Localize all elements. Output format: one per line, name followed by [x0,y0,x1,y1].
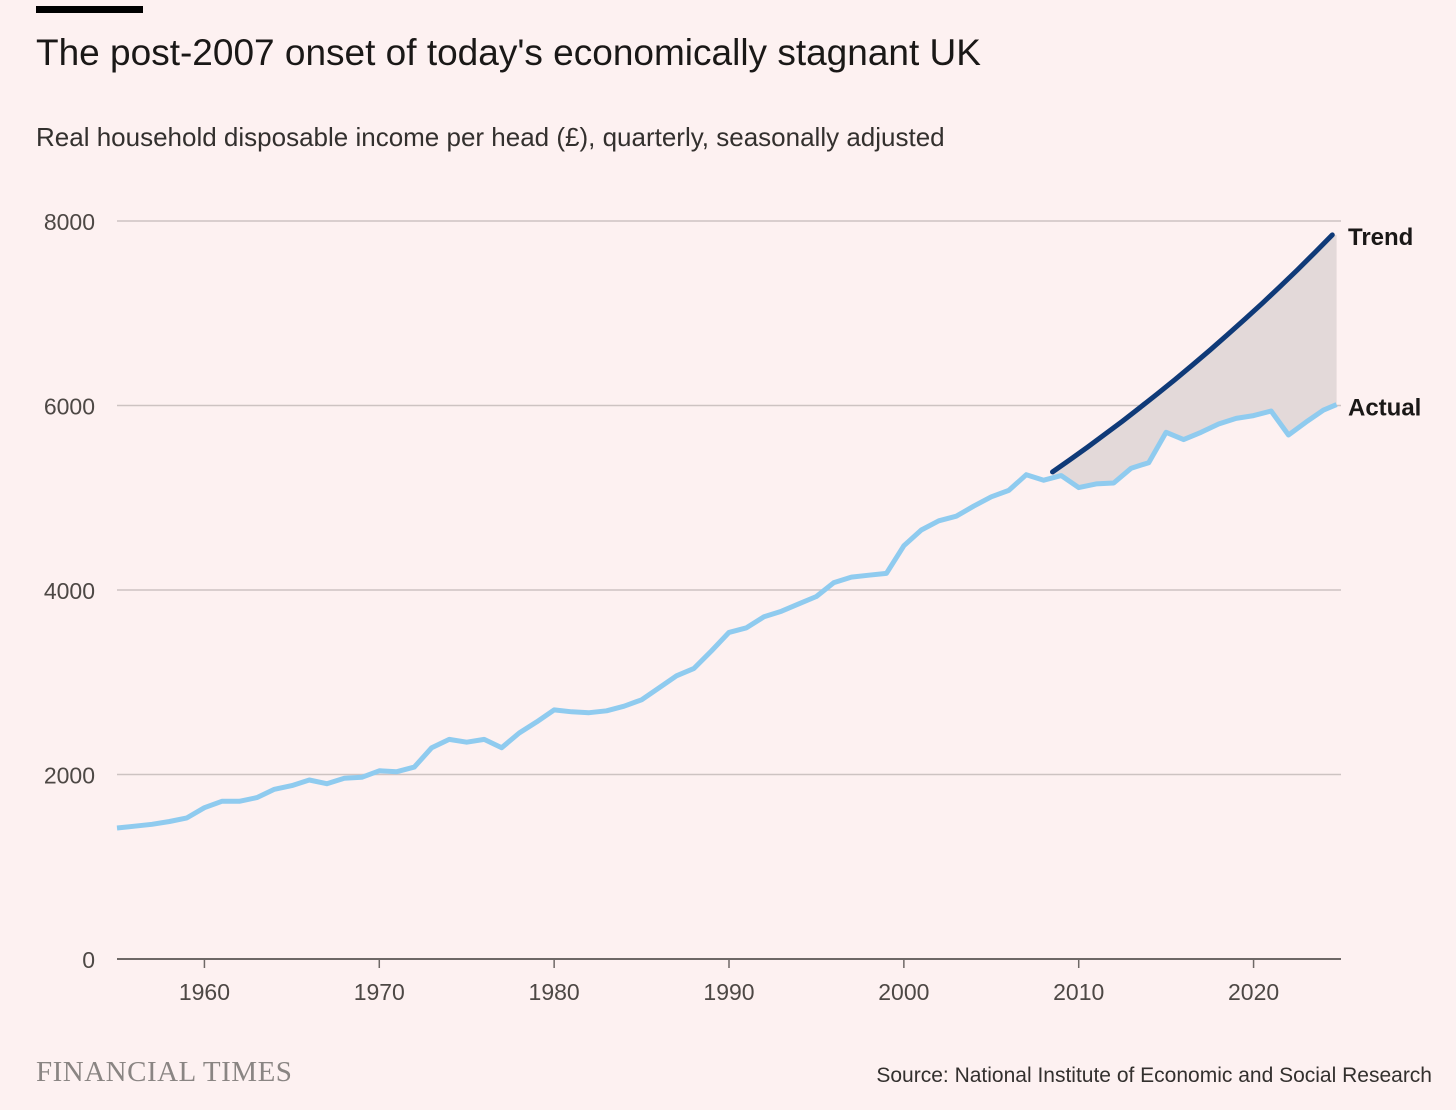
actual-label: Actual [1348,395,1421,422]
y-tick-label: 8000 [44,209,95,235]
x-tick-label: 1990 [703,979,754,1005]
y-tick-label: 0 [82,947,95,973]
x-tick-label: 2020 [1228,979,1279,1005]
x-tick-label: 1980 [529,979,580,1005]
trend-label: Trend [1348,224,1413,251]
x-tick-label: 1970 [354,979,405,1005]
actual-series-line [116,402,1338,831]
ft-top-bar [36,6,143,13]
y-tick-label: 6000 [44,394,95,420]
chart-subtitle: Real household disposable income per hea… [36,122,945,152]
trend-gap-area [1052,234,1337,488]
y-tick-label: 2000 [44,763,95,789]
source-note: Source: National Institute of Economic a… [876,1064,1432,1087]
chart-title: The post-2007 onset of today's economica… [36,32,981,73]
y-tick-label: 4000 [44,578,95,604]
x-tick-label: 2010 [1053,979,1104,1005]
x-tick-label: 2000 [878,979,929,1005]
financial-times-logo: FINANCIAL TIMES [36,1056,293,1088]
x-tick-label: 1960 [179,979,230,1005]
